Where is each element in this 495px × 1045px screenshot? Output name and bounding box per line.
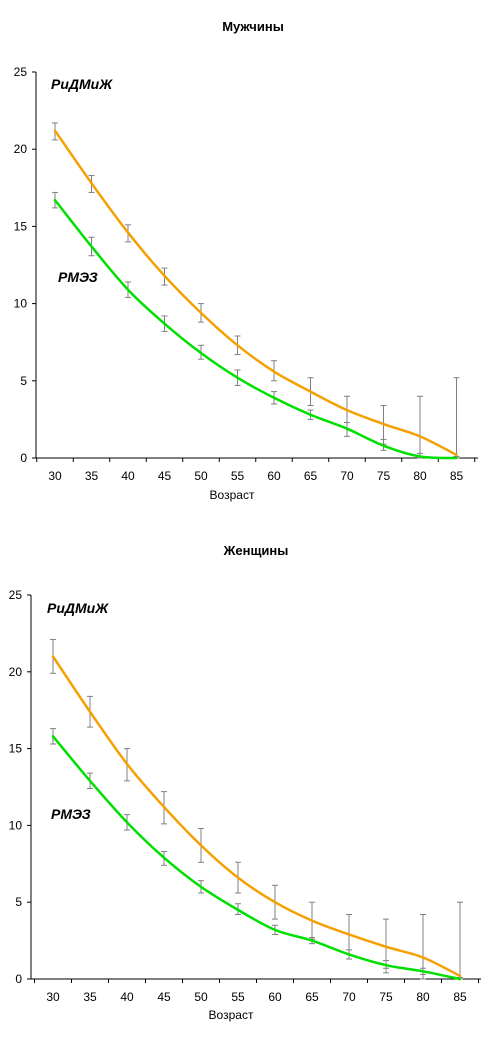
y-tick-label: 0 — [20, 451, 27, 465]
x-tick-label: 65 — [304, 469, 318, 483]
y-tick-label: 5 — [15, 895, 22, 909]
x-tick-label: 85 — [450, 469, 464, 483]
x-tick-label: 45 — [157, 990, 171, 1004]
x-tick-label: 70 — [342, 990, 356, 1004]
x-tick-label: 35 — [83, 990, 97, 1004]
x-tick-label: 75 — [377, 469, 391, 483]
x-tick-label: 30 — [48, 469, 62, 483]
x-tick-label: 60 — [268, 990, 282, 1004]
chart-men: Мужчины 0 5 10 15 20 25 30 35 40 45 50 55 60 65 70 75 8… — [14, 19, 478, 502]
x-tick-label: 85 — [453, 990, 467, 1004]
x-tick-label: 40 — [121, 469, 135, 483]
chart-title: Женщины — [223, 543, 289, 558]
y-tick-label: 5 — [20, 374, 27, 388]
x-tick-label: 30 — [46, 990, 60, 1004]
chart-women: Женщины 0 5 10 15 20 25 30 35 40 45 50 55 60 65 70 75 8… — [9, 543, 481, 1022]
error-bar — [457, 901, 463, 980]
series-label-ridmizh: РиДМиЖ — [51, 76, 113, 92]
x-tick-label: 80 — [416, 990, 430, 1004]
series-label-ridmizh: РиДМиЖ — [47, 600, 109, 616]
y-ticks: 0 5 10 15 20 25 — [14, 65, 36, 465]
series-line-0 — [53, 129, 458, 457]
x-tick-label: 50 — [194, 469, 208, 483]
x-tick-label: 75 — [379, 990, 393, 1004]
x-tick-label: 35 — [85, 469, 99, 483]
y-tick-label: 25 — [9, 588, 23, 602]
x-axis-label: Возраст — [209, 1008, 254, 1022]
series-label-rmez: РМЭЗ — [58, 269, 98, 285]
series-label-rmez: РМЭЗ — [51, 806, 91, 822]
y-tick-label: 10 — [9, 818, 23, 832]
x-axis-label: Возраст — [210, 488, 255, 502]
x-tick-label: 65 — [305, 990, 319, 1004]
x-tick-label: 50 — [194, 990, 208, 1004]
y-tick-label: 0 — [15, 972, 22, 986]
x-tick-label: 55 — [231, 990, 245, 1004]
y-tick-label: 10 — [14, 297, 28, 311]
series-line-1 — [51, 735, 462, 981]
x-ticks: 30 35 40 45 50 55 60 65 70 75 80 85 — [34, 979, 479, 1004]
y-tick-label: 15 — [9, 742, 23, 756]
x-tick-label: 70 — [340, 469, 354, 483]
x-tick-label: 55 — [231, 469, 245, 483]
series-lines — [53, 129, 458, 460]
y-ticks: 0 5 10 15 20 25 — [9, 588, 31, 986]
x-tick-label: 80 — [413, 469, 427, 483]
x-ticks: 30 35 40 45 50 55 60 65 70 75 80 85 — [36, 458, 476, 483]
x-tick-label: 40 — [120, 990, 134, 1004]
error-bar — [417, 395, 423, 459]
error-bars — [52, 122, 460, 459]
x-tick-label: 60 — [267, 469, 281, 483]
chart-title: Мужчины — [222, 19, 284, 34]
y-tick-label: 15 — [14, 219, 28, 233]
series-line-1 — [53, 198, 458, 460]
y-tick-label: 25 — [14, 65, 28, 79]
series-lines — [51, 655, 462, 981]
series-line-0 — [51, 655, 462, 978]
error-bars — [50, 639, 463, 980]
y-tick-label: 20 — [14, 142, 28, 156]
x-tick-label: 45 — [158, 469, 172, 483]
error-bar — [453, 377, 460, 459]
y-tick-label: 20 — [9, 665, 23, 679]
